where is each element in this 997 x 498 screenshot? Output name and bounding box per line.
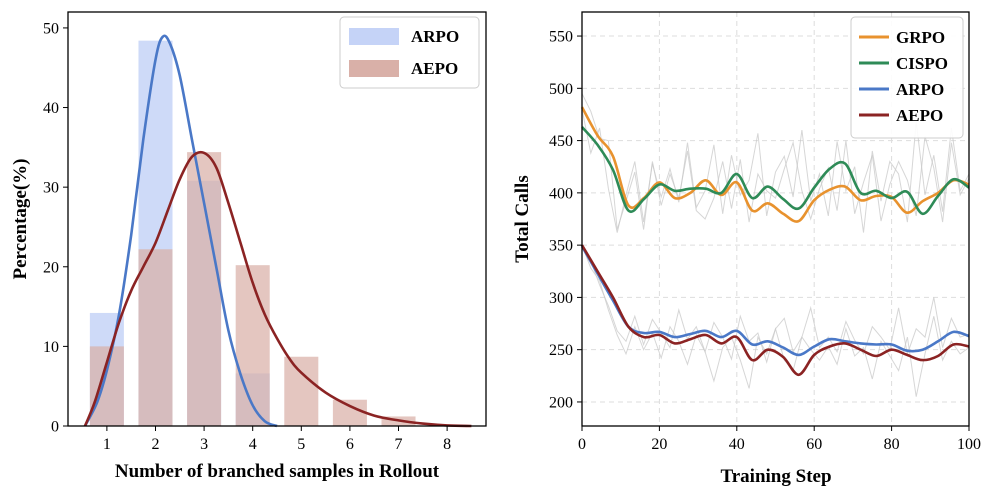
right-y-tick-label: 350: [549, 238, 573, 255]
left-x-tick-label: 3: [200, 436, 208, 453]
bar-aepo-4: [235, 265, 270, 426]
right-chart: 0 20 40 60 80 100 200 250 300 350 400 450 500 550 Tr…: [512, 11, 981, 487]
line-aepo: [580, 244, 970, 377]
left-legend: ARPO AEPO: [339, 16, 480, 89]
left-y-tick-label: 50: [43, 20, 59, 37]
legend-label-aepo-right: AEPO: [896, 106, 943, 125]
fit-curve-aepo: [83, 150, 472, 428]
right-y-axis-label: Total Calls: [512, 175, 533, 262]
bar-aepo-5: [284, 356, 319, 426]
left-y-tick-label: 20: [43, 259, 59, 276]
left-plot-frame: [67, 11, 487, 427]
legend-label-grpo: GRPO: [896, 28, 945, 47]
left-x-tick-label: 7: [395, 436, 403, 453]
fit-curve-arpo: [83, 34, 278, 428]
bar-aepo-6: [332, 399, 367, 426]
left-x-tick-label: 6: [346, 436, 354, 453]
right-y-tick-label: 300: [549, 290, 573, 307]
left-x-tick-label: 1: [103, 436, 111, 453]
right-legend: GRPO CISPO ARPO AEPO: [850, 16, 964, 139]
left-chart: 1 2 3 4 5 6 7 8 0 10 20 30 40 50 Number of branched …: [10, 11, 487, 482]
legend-swatch-arpo: [349, 28, 399, 45]
right-smoothed-lines: [580, 106, 970, 377]
right-plot-frame: [581, 11, 970, 427]
left-x-tick-label: 8: [443, 436, 451, 453]
right-y-tick-label: 550: [549, 29, 573, 46]
legend-label-arpo-right: ARPO: [896, 80, 944, 99]
left-y-tick-label: 40: [43, 100, 59, 117]
raw-line-cispo: [581, 109, 970, 233]
left-x-tick-label: 5: [297, 436, 305, 453]
right-y-tick-label: 500: [549, 81, 573, 98]
line-cispo: [581, 126, 970, 216]
line-arpo: [580, 245, 970, 357]
left-y-tick-label: 30: [43, 180, 59, 197]
right-x-tick-label: 40: [729, 436, 745, 453]
right-x-tick-label: 0: [578, 436, 586, 453]
bar-aepo-2: [138, 249, 173, 426]
left-x-tick-label: 2: [151, 436, 159, 453]
right-legend-box: [850, 16, 964, 139]
raw-line-aepo: [581, 244, 970, 397]
legend-label-cispo: CISPO: [896, 54, 948, 73]
right-x-ticks: 0 20 40 60 80 100: [578, 426, 981, 453]
right-y-tick-label: 450: [549, 133, 573, 150]
right-y-ticks: 200 250 300 350 400 450 500 550: [549, 29, 582, 411]
left-bars: [89, 40, 416, 427]
bar-aepo-3: [187, 152, 222, 426]
left-x-axis-label: Number of branched samples in Rollout: [115, 461, 440, 482]
raw-line-grpo: [581, 93, 970, 230]
legend-label-arpo: ARPO: [411, 27, 459, 46]
left-x-ticks: 1 2 3 4 5 6 7 8: [103, 426, 451, 453]
legend-swatch-aepo: [349, 60, 399, 77]
right-y-tick-label: 250: [549, 342, 573, 359]
right-y-tick-label: 200: [549, 394, 573, 411]
right-raw-lines: [581, 93, 970, 397]
left-x-tick-label: 4: [249, 436, 257, 453]
right-x-tick-label: 20: [651, 436, 667, 453]
legend-label-aepo: AEPO: [411, 59, 458, 78]
left-y-tick-label: 0: [51, 419, 59, 436]
right-x-tick-label: 60: [806, 436, 822, 453]
right-x-tick-label: 80: [884, 436, 900, 453]
left-y-axis-label: Percentage(%): [10, 159, 31, 280]
left-y-ticks: 0 10 20 30 40 50: [43, 20, 68, 436]
right-x-tick-label: 100: [957, 436, 981, 453]
right-y-tick-label: 400: [549, 185, 573, 202]
right-x-axis-label: Training Step: [720, 466, 831, 487]
left-fit-curves: [83, 34, 472, 428]
left-y-tick-label: 10: [43, 339, 59, 356]
